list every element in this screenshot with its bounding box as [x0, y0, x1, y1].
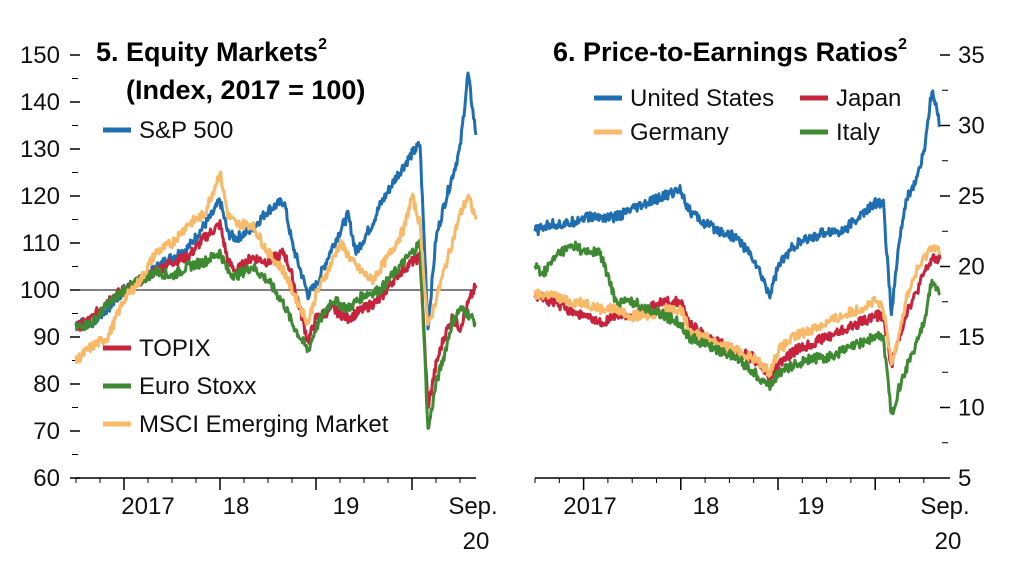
equity-markets-subtitle: (Index, 2017 = 100) [126, 75, 365, 105]
y-tick-label: 5 [958, 465, 971, 492]
legend-label-euro-stoxx: Euro Stoxx [139, 373, 256, 400]
y-tick-label: 10 [958, 395, 985, 422]
y-tick-label: 20 [958, 254, 985, 281]
pe-ratios-title: 6. Price-to-Earnings Ratios2 [553, 36, 907, 67]
x-tick-label: 20 [463, 528, 490, 555]
series-line-united-states [533, 89, 941, 317]
y-tick-label: 100 [20, 277, 60, 304]
x-tick-label: 18 [223, 493, 250, 520]
pe-ratios-panel: 6. Price-to-Earnings Ratios2 2017 18 19 Sep… [533, 36, 985, 555]
y-tick-label: 80 [33, 371, 60, 398]
series-line-msci-emerging-market [74, 170, 478, 365]
y-tick-label: 35 [958, 42, 985, 69]
pe-ratios-axes: 2017 18 19 Sep. 20 5 10 15 20 25 30 35 [534, 42, 985, 555]
equity-markets-lines [74, 71, 478, 430]
y-tick-label: 150 [20, 42, 60, 69]
x-tick-label: 18 [693, 493, 720, 520]
y-tick-label: 140 [20, 89, 60, 116]
pe-ratios-lines [533, 89, 942, 416]
legend-label-topix: TOPIX [139, 335, 211, 362]
legend-label-msci-emerging-market: MSCI Emerging Market [139, 411, 389, 438]
y-tick-label: 110 [22, 230, 60, 257]
series-line-euro-stoxx [74, 238, 477, 430]
equity-markets-panel: 5. Equity Markets2 (Index, 2017 = 100) 2… [20, 36, 498, 555]
y-tick-label: 15 [958, 324, 985, 351]
x-tick-label: 19 [798, 493, 825, 520]
x-tick-label: 19 [333, 493, 360, 520]
x-tick-label: 2017 [563, 493, 616, 520]
legend-label-united-states: United States [630, 85, 774, 112]
legend-label-s-p-500: S&P 500 [139, 117, 233, 144]
x-tick-label: Sep. [448, 493, 497, 520]
equity-markets-axes: 2017 18 19 Sep. 20 60 70 80 90 100 110 120 130 140 150 [20, 42, 498, 555]
legend-label-germany: Germany [630, 119, 729, 146]
x-tick-label: 2017 [121, 493, 174, 520]
y-tick-label: 120 [20, 183, 60, 210]
y-tick-label: 60 [33, 465, 60, 492]
legend-label-italy: Italy [836, 119, 880, 146]
equity-markets-title: 5. Equity Markets2 [96, 36, 327, 67]
y-tick-label: 25 [958, 183, 985, 210]
legend-label-japan: Japan [836, 85, 901, 112]
series-line-italy [533, 240, 941, 416]
equity-markets-legend: S&P 500 TOPIX Euro Stoxx MSCI Emerging Mark… [103, 117, 389, 438]
y-tick-label: 30 [958, 113, 985, 140]
y-tick-label: 70 [33, 418, 60, 445]
y-tick-label: 130 [20, 136, 60, 163]
pe-ratios-legend: United States Germany Japan Italy [594, 85, 901, 146]
x-tick-label: Sep. [920, 493, 969, 520]
x-tick-label: 20 [935, 528, 962, 555]
y-tick-label: 90 [33, 324, 60, 351]
series-line-germany [533, 244, 942, 378]
